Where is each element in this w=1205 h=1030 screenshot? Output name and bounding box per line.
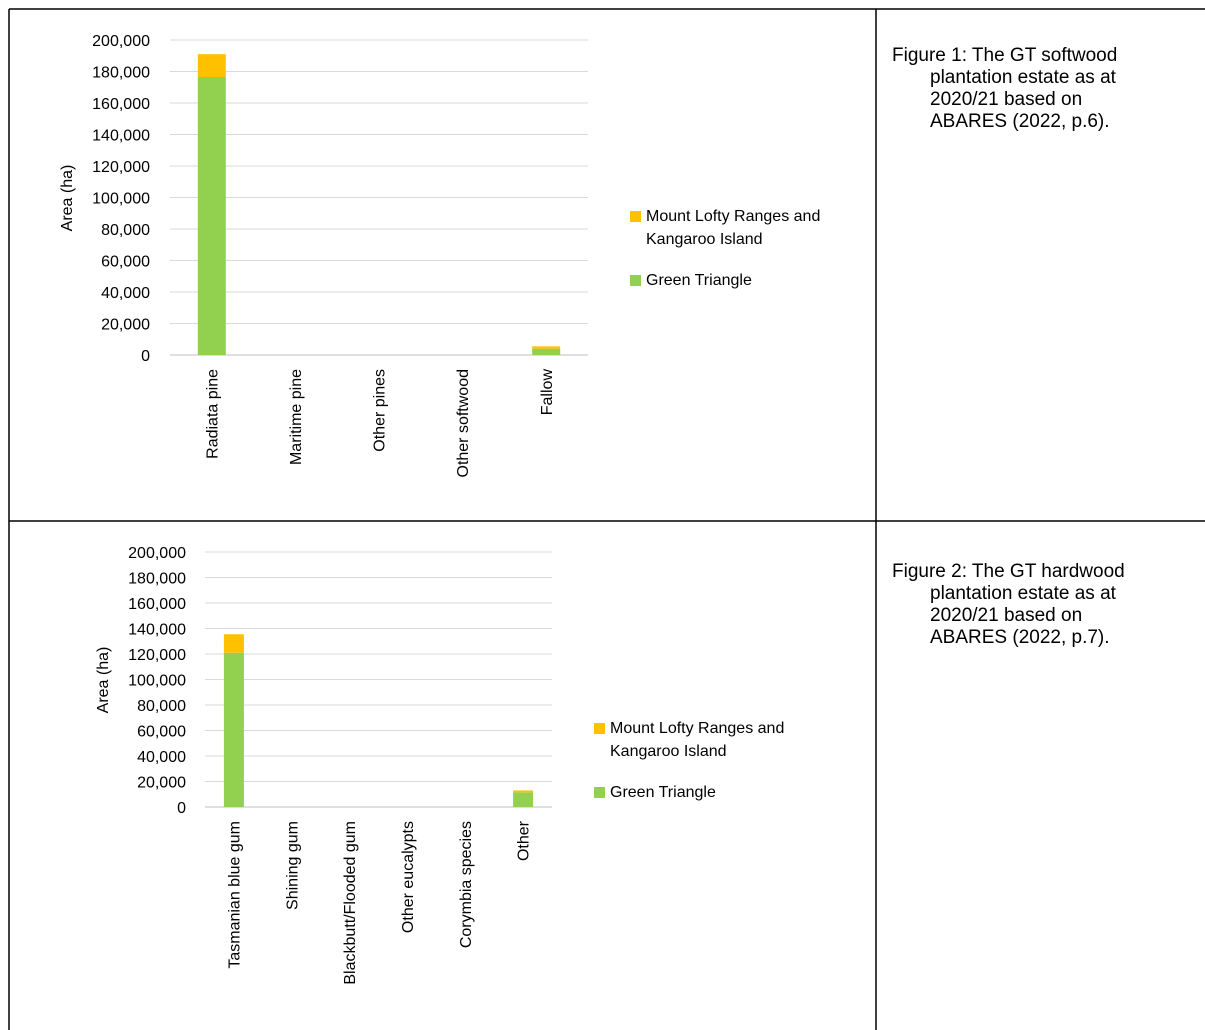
y-tick-label: 60,000 xyxy=(137,723,186,740)
y-tick-label: 160,000 xyxy=(92,96,150,113)
figure1-caption-line: 2020/21 based on xyxy=(930,89,1083,110)
figure2-caption: Figure 2: The GT hardwood plantation est… xyxy=(892,561,1192,649)
x-tick-label: Blackbutt/Flooded gum xyxy=(342,821,359,985)
y-tick-label: 100,000 xyxy=(128,672,186,689)
x-tick-label: Shining gum xyxy=(284,821,301,910)
legend-swatch xyxy=(630,211,641,222)
legend-label: Kangaroo Island xyxy=(610,743,727,760)
y-tick-label: 20,000 xyxy=(137,774,186,791)
y-tick-label: 120,000 xyxy=(128,647,186,664)
x-tick-label: Corymbia species xyxy=(458,821,475,948)
x-tick-label: Fallow xyxy=(539,369,556,416)
figure1-caption-line: ABARES (2022, p.6). xyxy=(930,111,1110,132)
legend-swatch xyxy=(630,275,641,286)
bar-segment xyxy=(532,348,561,355)
y-axis-label: Area (ha) xyxy=(59,165,76,232)
y-tick-label: 140,000 xyxy=(92,127,150,144)
bar-segment xyxy=(223,652,244,807)
y-tick-label: 80,000 xyxy=(101,222,150,239)
bar-segment xyxy=(223,634,244,653)
figure2-caption-line: 2020/21 based on xyxy=(930,605,1083,626)
x-tick-label: Tasmanian blue gum xyxy=(227,821,244,969)
x-tick-label: Other softwood xyxy=(455,369,472,478)
legend-swatch xyxy=(594,787,605,798)
legend-label: Green Triangle xyxy=(610,784,716,801)
figure2-caption-line: ABARES (2022, p.7). xyxy=(930,627,1110,648)
x-tick-label: Other pines xyxy=(372,369,389,452)
softwood-chart: 0 20,000 40,000 60,000 80,000 100,000 120,000 1… xyxy=(59,33,820,478)
y-tick-label: 40,000 xyxy=(101,285,150,302)
x-tick-label: Radiata pine xyxy=(204,369,221,459)
x-tick-label: Other xyxy=(516,820,533,861)
hardwood-chart: 0 20,000 40,000 60,000 80,000 100,000 120,000 1… xyxy=(95,545,784,985)
y-tick-label: 180,000 xyxy=(128,570,186,587)
figure2-caption-line: Figure 2: The GT hardwood xyxy=(892,561,1125,582)
y-tick-label: 140,000 xyxy=(128,621,186,638)
figure1-caption-line: plantation estate as at xyxy=(930,67,1116,88)
bar-segment xyxy=(532,346,561,349)
bar-segment xyxy=(197,54,226,78)
y-tick-label: 0 xyxy=(177,800,186,817)
y-axis-label: Area (ha) xyxy=(95,647,112,714)
legend-swatch xyxy=(594,723,605,734)
y-tick-label: 200,000 xyxy=(128,545,186,562)
y-tick-label: 180,000 xyxy=(92,64,150,81)
bar-segment xyxy=(197,77,226,355)
y-tick-label: 60,000 xyxy=(101,253,150,270)
legend-label: Mount Lofty Ranges and xyxy=(610,720,784,737)
y-tick-label: 120,000 xyxy=(92,159,150,176)
legend-label: Mount Lofty Ranges and xyxy=(646,208,820,225)
legend-label: Kangaroo Island xyxy=(646,231,763,248)
y-tick-label: 100,000 xyxy=(92,190,150,207)
figure2-caption-line: plantation estate as at xyxy=(930,583,1116,604)
x-tick-label: Other eucalypts xyxy=(400,821,417,933)
x-tick-label: Maritime pine xyxy=(288,369,305,465)
y-tick-label: 80,000 xyxy=(137,698,186,715)
figure1-caption-line: Figure 1: The GT softwood xyxy=(892,45,1118,66)
y-tick-label: 160,000 xyxy=(128,596,186,613)
bar-segment xyxy=(513,792,534,807)
figure1-caption: Figure 1: The GT softwood plantation est… xyxy=(892,45,1192,133)
y-tick-label: 0 xyxy=(141,348,150,365)
y-tick-label: 200,000 xyxy=(92,33,150,50)
bar-segment xyxy=(513,790,534,793)
y-tick-label: 20,000 xyxy=(101,316,150,333)
legend-label: Green Triangle xyxy=(646,272,752,289)
y-tick-label: 40,000 xyxy=(137,749,186,766)
